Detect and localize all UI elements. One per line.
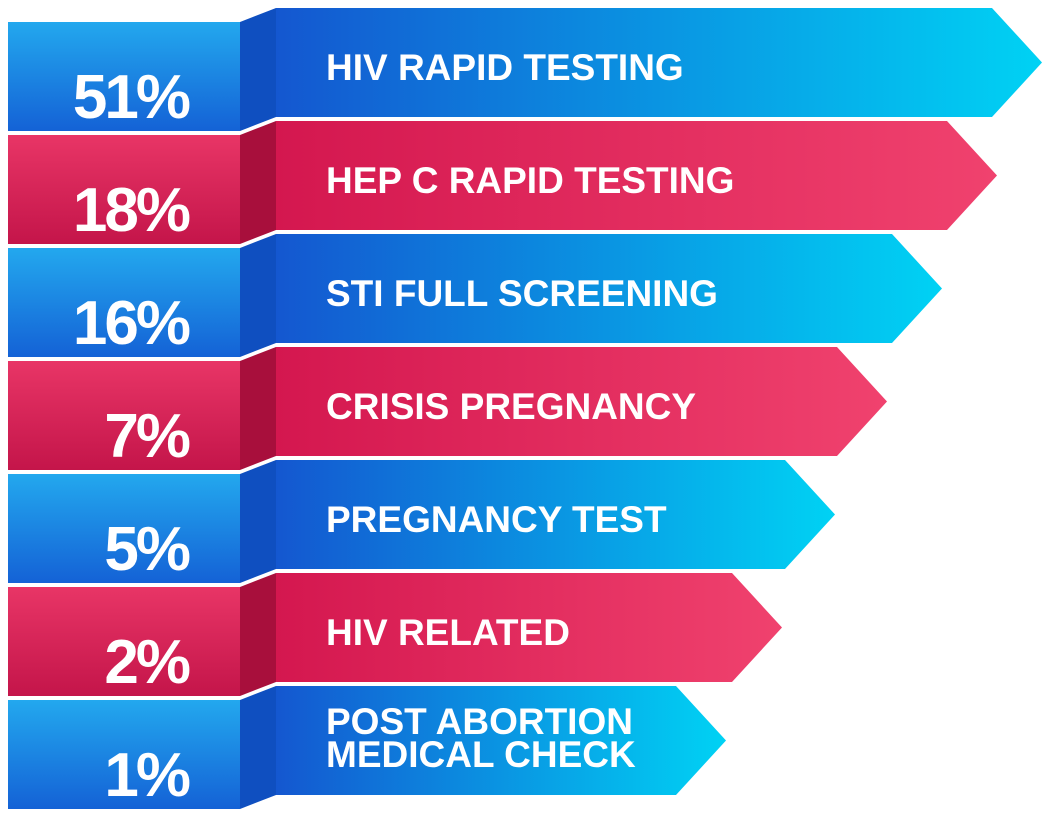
percent-value: 16%	[73, 289, 190, 358]
row: 2% HIV RELATED	[8, 573, 782, 697]
value-block	[8, 474, 240, 583]
value-block-side	[240, 8, 276, 131]
row: 5% PREGNANCY TEST	[8, 460, 835, 584]
service-label: MEDICAL CHECK	[326, 734, 636, 775]
value-block-side	[240, 234, 276, 357]
percent-value: 7%	[104, 402, 189, 471]
percent-value: 51%	[73, 63, 190, 132]
percent-value: 2%	[104, 628, 189, 697]
value-block-side	[240, 347, 276, 470]
label-arrow	[276, 347, 887, 456]
service-label: HEP C RAPID TESTING	[326, 160, 734, 201]
percent-value: 1%	[104, 741, 189, 810]
label-arrow	[276, 121, 997, 230]
value-block	[8, 587, 240, 696]
value-block-side	[240, 121, 276, 244]
value-block-side	[240, 460, 276, 583]
service-label: PREGNANCY TEST	[326, 499, 667, 540]
label-arrow	[276, 8, 1042, 117]
row: 16% STI FULL SCREENING	[8, 234, 942, 358]
row: 51% HIV RAPID TESTING	[8, 8, 1042, 132]
value-block	[8, 22, 240, 131]
service-label: CRISIS PREGNANCY	[326, 386, 696, 427]
label-arrow	[276, 573, 782, 682]
value-block	[8, 135, 240, 244]
row: 7% CRISIS PREGNANCY	[8, 347, 887, 471]
service-label: STI FULL SCREENING	[326, 273, 718, 314]
value-block	[8, 700, 240, 809]
label-arrow	[276, 234, 942, 343]
service-label: HIV RAPID TESTING	[326, 47, 684, 88]
label-arrow	[276, 460, 835, 569]
percent-value: 5%	[104, 515, 189, 584]
value-block	[8, 361, 240, 470]
label-arrow	[276, 686, 726, 795]
service-label: HIV RELATED	[326, 612, 570, 653]
value-block	[8, 248, 240, 357]
percent-value: 18%	[73, 176, 190, 245]
row: 18% HEP C RAPID TESTING	[8, 121, 997, 245]
service-label: POST ABORTION	[326, 701, 633, 742]
value-block-side	[240, 573, 276, 696]
value-block-side	[240, 686, 276, 809]
